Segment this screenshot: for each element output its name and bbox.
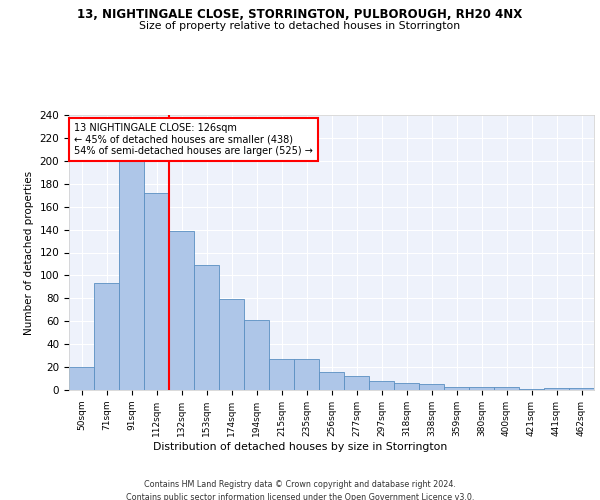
- Bar: [294, 359, 319, 390]
- Text: 13, NIGHTINGALE CLOSE, STORRINGTON, PULBOROUGH, RH20 4NX: 13, NIGHTINGALE CLOSE, STORRINGTON, PULB…: [77, 8, 523, 20]
- Bar: [344, 376, 369, 390]
- Bar: [544, 388, 569, 390]
- Text: Distribution of detached houses by size in Storrington: Distribution of detached houses by size …: [153, 442, 447, 452]
- Bar: [319, 372, 344, 390]
- Bar: [394, 383, 419, 390]
- Bar: [219, 300, 244, 390]
- Bar: [469, 386, 494, 390]
- Bar: [444, 386, 469, 390]
- Bar: [519, 389, 544, 390]
- Bar: [69, 367, 94, 390]
- Bar: [369, 381, 394, 390]
- Bar: [244, 320, 269, 390]
- Text: 13 NIGHTINGALE CLOSE: 126sqm
← 45% of detached houses are smaller (438)
54% of s: 13 NIGHTINGALE CLOSE: 126sqm ← 45% of de…: [74, 123, 313, 156]
- Text: Contains HM Land Registry data © Crown copyright and database right 2024.
Contai: Contains HM Land Registry data © Crown c…: [126, 480, 474, 500]
- Bar: [569, 388, 594, 390]
- Bar: [494, 386, 519, 390]
- Text: Size of property relative to detached houses in Storrington: Size of property relative to detached ho…: [139, 21, 461, 31]
- Bar: [144, 193, 169, 390]
- Y-axis label: Number of detached properties: Number of detached properties: [24, 170, 34, 334]
- Bar: [269, 359, 294, 390]
- Bar: [419, 384, 444, 390]
- Bar: [169, 230, 194, 390]
- Bar: [94, 284, 119, 390]
- Bar: [119, 161, 144, 390]
- Bar: [194, 265, 219, 390]
